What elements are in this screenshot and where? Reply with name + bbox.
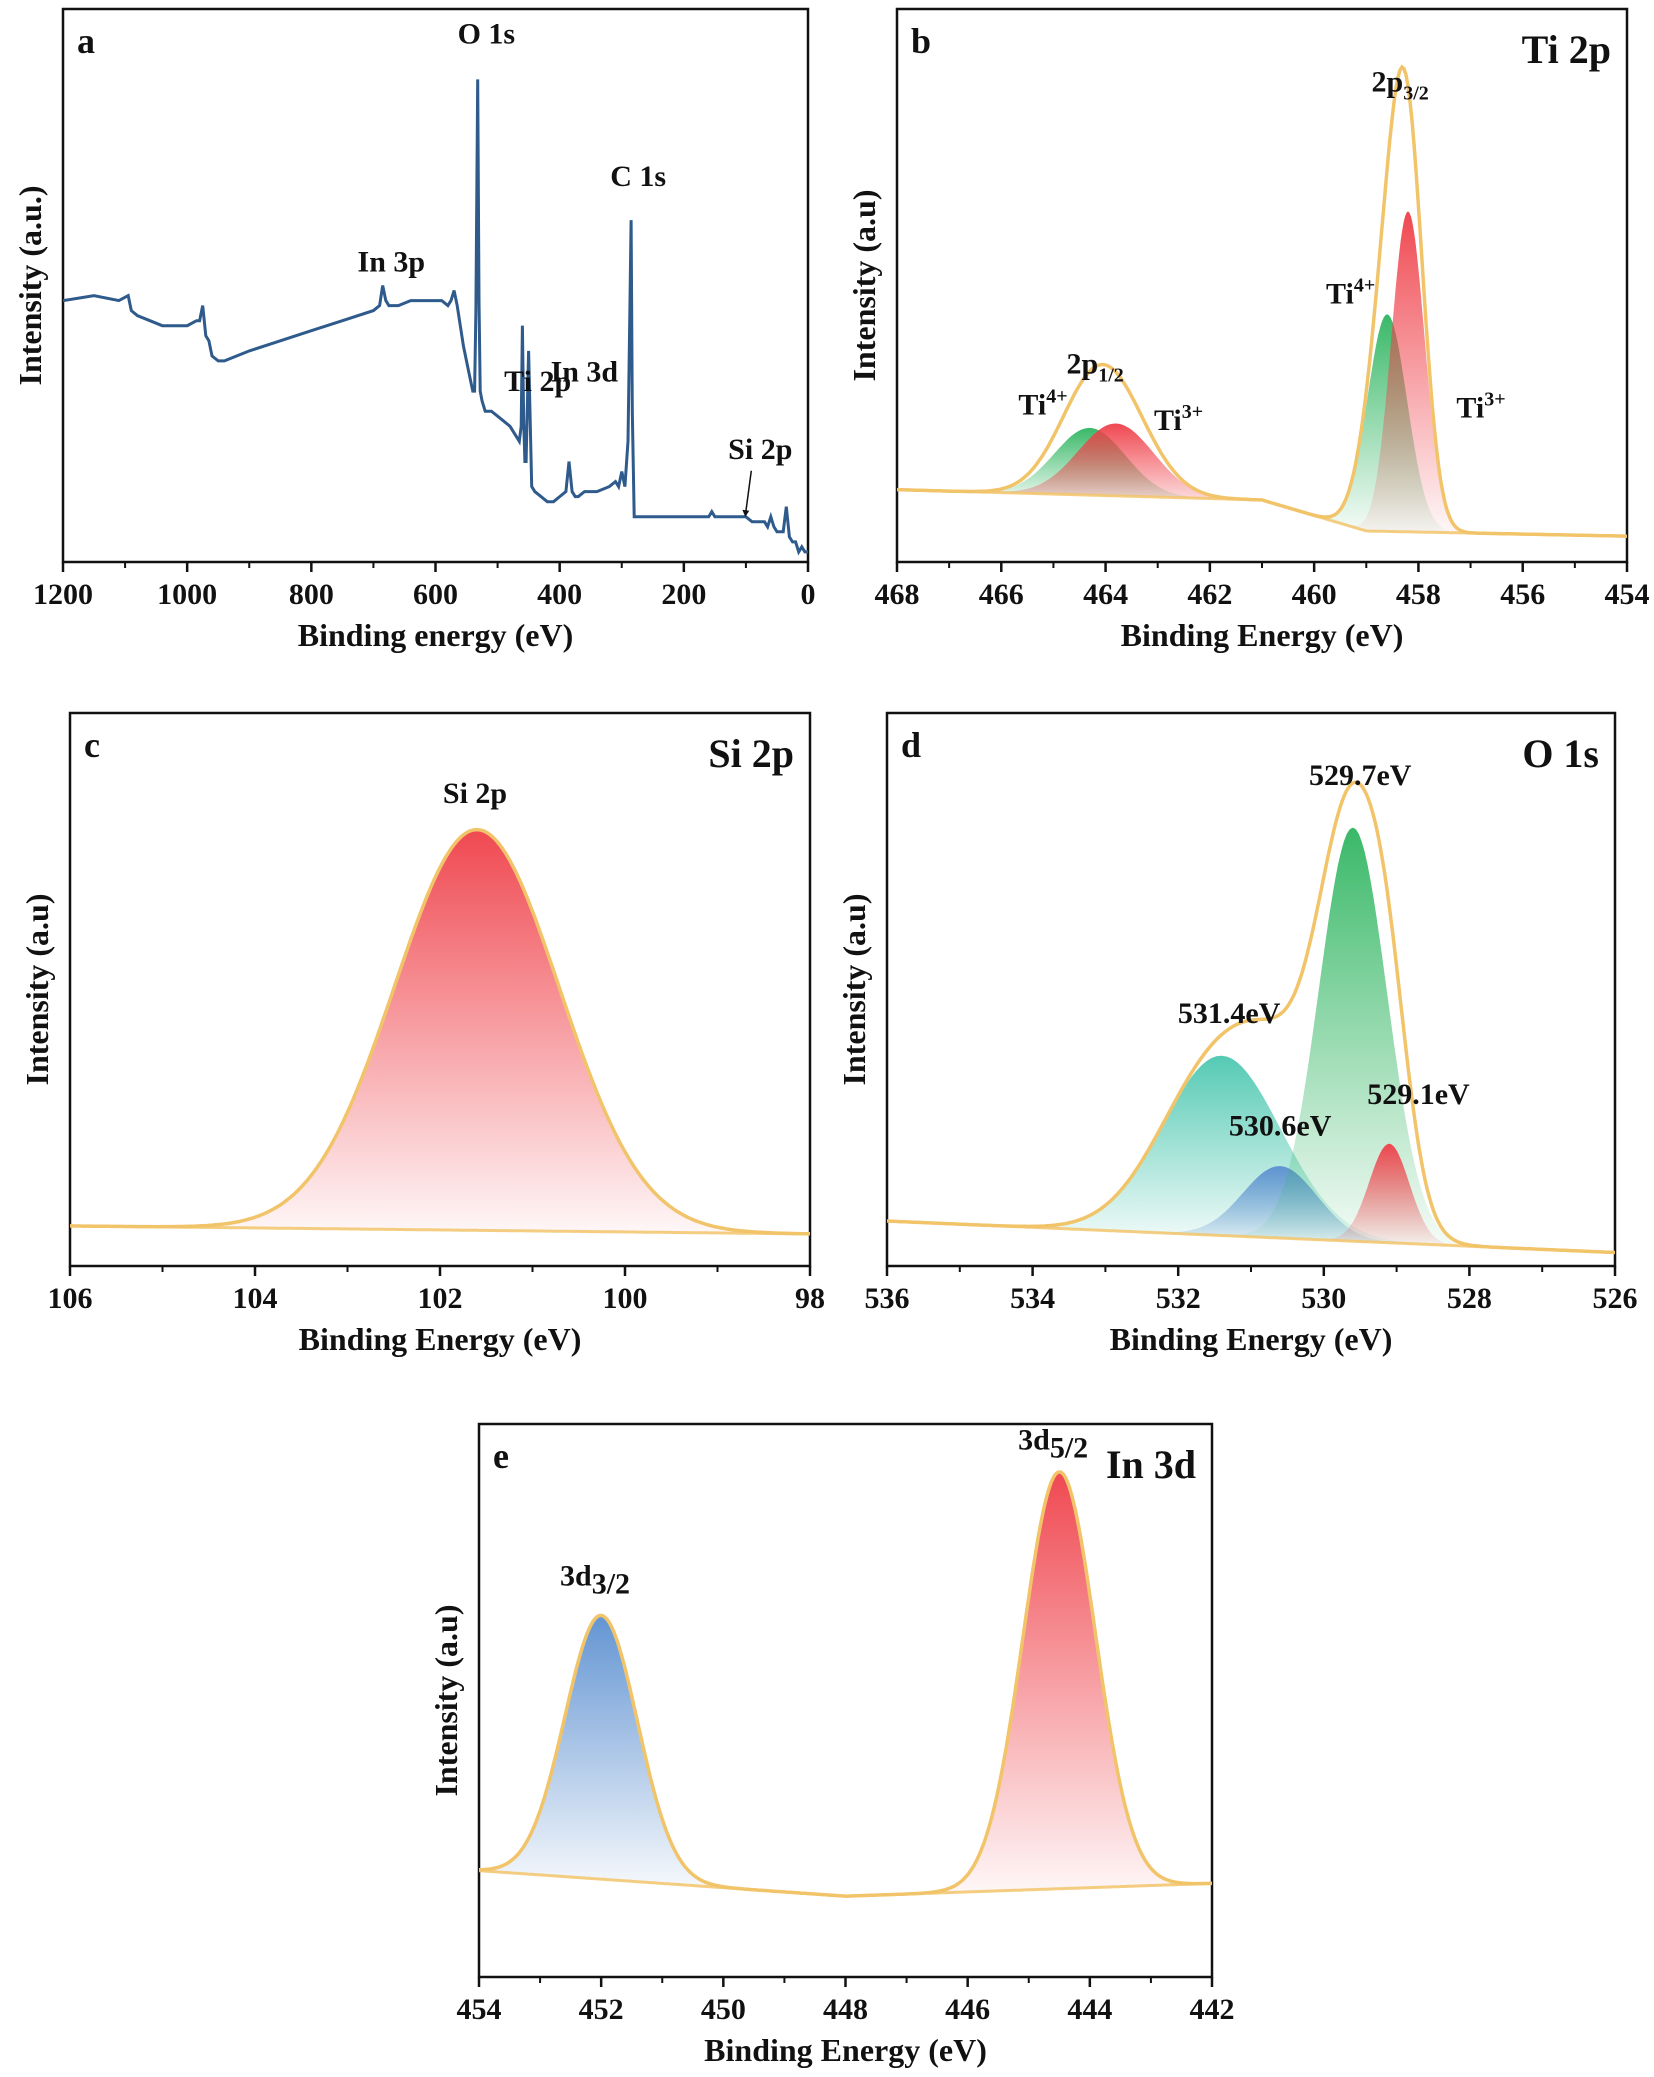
x-tick-label: 1200	[33, 578, 93, 611]
x-tick-label: 448	[823, 1993, 868, 2026]
plot-area	[479, 1470, 1212, 1898]
plot-frame	[61, 7, 810, 564]
plot-area	[63, 79, 808, 556]
x-tick-label: 0	[801, 578, 816, 611]
y-axis-title: Intensity (a.u)	[19, 893, 55, 1085]
x-axis-title: Binding Energy (eV)	[1121, 617, 1404, 653]
panel-title: Si 2p	[708, 731, 794, 776]
envelope-line	[897, 64, 1627, 538]
peak-label: C 1s	[610, 160, 666, 193]
x-tick-label: 102	[418, 1282, 463, 1315]
x-tick-label: 452	[579, 1993, 624, 2026]
peak-label: O 1s	[458, 17, 516, 50]
plot-frame	[895, 7, 1629, 564]
peak-label: 2p3/2	[1372, 66, 1429, 105]
peak-component	[1176, 827, 1530, 1249]
x-tick-label: 534	[1010, 1282, 1055, 1315]
panel-letter-e: e	[493, 1436, 509, 1476]
x-tick-label: 800	[289, 578, 334, 611]
envelope-line	[479, 1470, 1212, 1898]
peak-component	[871, 1471, 1212, 1896]
peak-label: 531.4eV	[1178, 997, 1281, 1030]
peak-component	[1285, 1143, 1494, 1248]
panel-title: Ti 2p	[1522, 27, 1611, 72]
peak-component	[917, 1055, 1527, 1249]
peak-label: 529.1eV	[1367, 1078, 1470, 1111]
peak-label: Ti 2p	[504, 365, 571, 398]
panel-title: In 3d	[1106, 1442, 1196, 1487]
background-line	[897, 488, 1627, 538]
x-tick-label: 106	[48, 1282, 93, 1315]
survey-line	[63, 79, 808, 556]
x-tick-label: 200	[661, 578, 706, 611]
x-tick-label: 104	[233, 1282, 278, 1315]
peak-label: Si 2p	[443, 777, 507, 810]
x-tick-label: 528	[1447, 1282, 1492, 1315]
peak-label: In 3p	[358, 246, 426, 279]
x-tick-label: 454	[457, 1993, 502, 2026]
peak-label: Ti4+	[1326, 275, 1375, 311]
x-tick-label: 466	[979, 578, 1024, 611]
x-axis-title: Binding energy (eV)	[298, 617, 574, 653]
panel-letter-a: a	[77, 21, 95, 61]
x-tick-label: 532	[1156, 1282, 1201, 1315]
x-tick-label: 100	[603, 1282, 648, 1315]
peak-label: Ti3+	[1456, 388, 1505, 424]
envelope-line	[887, 780, 1615, 1255]
x-tick-label: 600	[413, 578, 458, 611]
panel-e: 454 452 450 448 446 444 442 Binding Energy (eV)…	[428, 1422, 1235, 2068]
x-tick-label: 536	[865, 1282, 910, 1315]
x-tick-label: 468	[875, 578, 920, 611]
panel-b: 468 466 464 462 460 458 456 454 Binding Energy (…	[846, 7, 1650, 653]
plot-area	[887, 780, 1615, 1255]
peak-label: 530.6eV	[1229, 1110, 1332, 1143]
peak-label: Si 2p	[728, 433, 792, 466]
x-tick-label: 98	[795, 1282, 825, 1315]
envelope-line	[70, 827, 810, 1236]
x-tick-label: 460	[1292, 578, 1337, 611]
pointer-arrow	[744, 470, 753, 516]
panel-letter-b: b	[911, 21, 931, 61]
y-axis-title: Intensity (a.u)	[428, 1604, 464, 1796]
peak-component	[1322, 211, 1494, 534]
peak-label: 529.7eV	[1309, 759, 1412, 792]
panel-d: 536 534 532 530 528 526 Binding Energy (eV) Int…	[836, 711, 1638, 1357]
x-axis-title: Binding Energy (eV)	[299, 1321, 582, 1357]
x-tick-label: 454	[1605, 578, 1650, 611]
peak-component	[70, 829, 810, 1234]
arrow-head-icon	[742, 509, 750, 517]
x-tick-label: 464	[1083, 578, 1128, 611]
peak-label: 3d5/2	[1018, 1424, 1088, 1465]
plot-area	[897, 64, 1627, 538]
x-tick-label: 400	[537, 578, 582, 611]
x-axis-title: Binding Energy (eV)	[1110, 1321, 1393, 1357]
panel-c: 106 104 102 100 98 Binding Energy (eV) Intensi…	[19, 711, 825, 1357]
x-tick-label: 442	[1190, 1993, 1235, 2026]
peak-label: 2p1/2	[1067, 347, 1124, 386]
x-tick-label: 462	[1187, 578, 1232, 611]
peak-label: Ti3+	[1154, 401, 1203, 437]
peak-label: 3d3/2	[560, 1560, 630, 1601]
x-tick-label: 530	[1301, 1282, 1346, 1315]
panel-title: O 1s	[1522, 731, 1599, 776]
panel-a: 1200 1000 800 600 400 200 0 Binding energy (eV)…	[12, 7, 816, 653]
peak-label: In 3d	[551, 356, 619, 389]
y-axis-title: Intensity (a.u)	[846, 189, 882, 381]
peak-label: Ti4+	[1018, 386, 1067, 422]
x-tick-label: 444	[1067, 1993, 1112, 2026]
panel-letter-c: c	[84, 725, 100, 765]
panel-letter-d: d	[901, 725, 921, 765]
x-tick-label: 526	[1593, 1282, 1638, 1315]
x-axis-title: Binding Energy (eV)	[704, 2032, 987, 2068]
x-tick-label: 446	[945, 1993, 990, 2026]
plot-area	[70, 827, 810, 1236]
x-tick-label: 1000	[157, 578, 217, 611]
peak-component	[479, 1615, 790, 1893]
x-tick-label: 450	[701, 1993, 746, 2026]
y-axis-title: Intensity (a.u)	[836, 893, 872, 1085]
x-tick-label: 458	[1396, 578, 1441, 611]
x-tick-label: 456	[1500, 578, 1545, 611]
y-axis-title: Intensity (a.u.)	[12, 185, 48, 385]
